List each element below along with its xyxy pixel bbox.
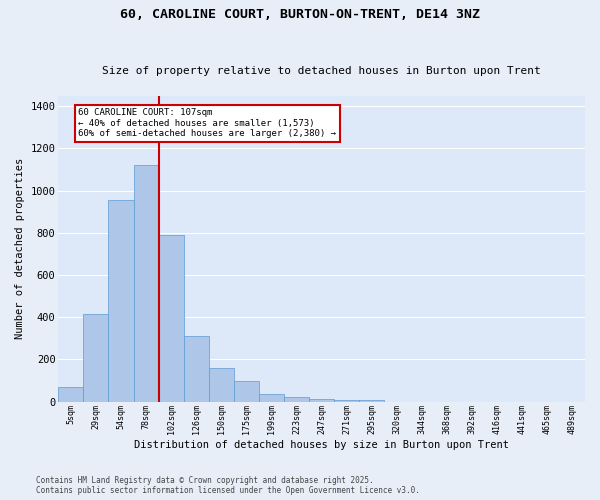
X-axis label: Distribution of detached houses by size in Burton upon Trent: Distribution of detached houses by size … [134, 440, 509, 450]
Text: 60, CAROLINE COURT, BURTON-ON-TRENT, DE14 3NZ: 60, CAROLINE COURT, BURTON-ON-TRENT, DE1… [120, 8, 480, 20]
Y-axis label: Number of detached properties: Number of detached properties [15, 158, 25, 340]
Bar [334, 400, 359, 402]
Bar [109, 200, 134, 402]
Bar [359, 400, 385, 402]
Bar [309, 398, 334, 402]
Bar [259, 394, 284, 402]
Bar [83, 314, 109, 402]
Bar [134, 166, 158, 402]
Bar [184, 336, 209, 402]
Title: Size of property relative to detached houses in Burton upon Trent: Size of property relative to detached ho… [102, 66, 541, 76]
Text: 60 CAROLINE COURT: 107sqm
← 40% of detached houses are smaller (1,573)
60% of se: 60 CAROLINE COURT: 107sqm ← 40% of detac… [79, 108, 337, 138]
Bar [58, 387, 83, 402]
Bar [158, 235, 184, 402]
Bar [209, 368, 234, 402]
Text: Contains HM Land Registry data © Crown copyright and database right 2025.
Contai: Contains HM Land Registry data © Crown c… [36, 476, 420, 495]
Bar [284, 398, 309, 402]
Bar [234, 380, 259, 402]
